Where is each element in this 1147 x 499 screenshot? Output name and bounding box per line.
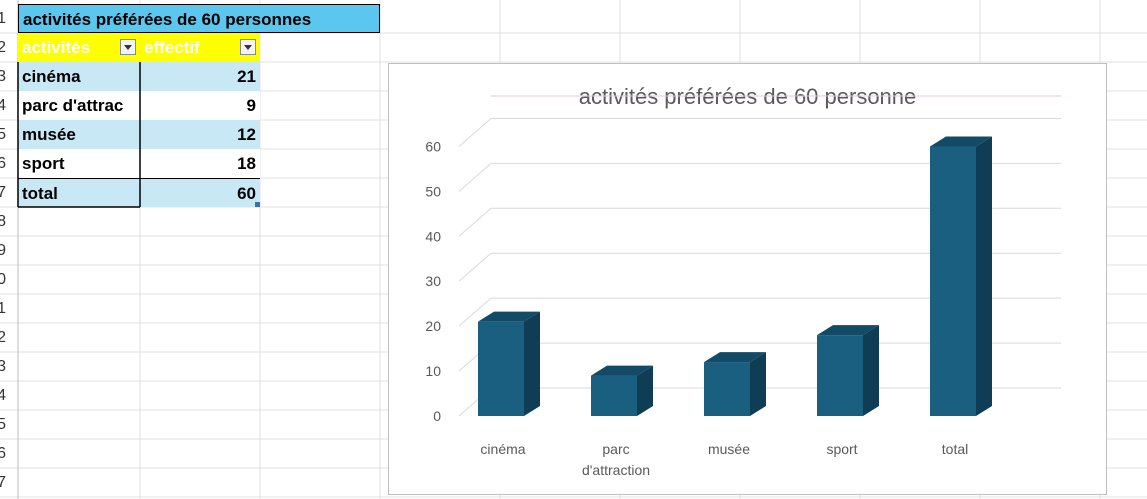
table-cell-count-total[interactable]: 60 <box>140 178 260 207</box>
y-tick-label: 40 <box>425 228 441 244</box>
table-cell-activity[interactable]: cinéma <box>18 62 140 91</box>
y-tick-label: 20 <box>425 318 441 334</box>
row-number-label: 12 <box>0 329 6 346</box>
bar[interactable] <box>704 362 750 416</box>
row-number[interactable]: 5 <box>0 120 18 149</box>
row-number[interactable]: 14 <box>0 381 18 410</box>
table-cell-activity[interactable]: sport <box>18 149 140 178</box>
y-tick-label: 0 <box>433 408 441 424</box>
row-number-label: 10 <box>0 271 6 288</box>
row-number-label: 5 <box>0 126 6 143</box>
y-tick-label: 10 <box>425 363 441 379</box>
row-number-label: 3 <box>0 68 6 85</box>
row-number[interactable]: 12 <box>0 323 18 352</box>
gridline <box>458 163 492 192</box>
bar-top <box>478 311 540 322</box>
bar-side <box>524 311 540 416</box>
filter-dropdown-icon[interactable] <box>240 39 256 55</box>
row-number-label: 2 <box>0 39 6 56</box>
bar-top <box>817 325 879 336</box>
row-number[interactable]: 2 <box>0 33 18 62</box>
x-tick-label: musée <box>708 441 750 457</box>
row-number-label: 4 <box>0 97 6 114</box>
row-number[interactable]: 8 <box>0 207 18 236</box>
y-tick-label: 50 <box>425 183 441 199</box>
table-cell-count[interactable]: 9 <box>140 91 260 120</box>
gridline <box>458 252 492 282</box>
row-number[interactable]: 13 <box>0 352 18 381</box>
row-number[interactable]: 7 <box>0 178 18 207</box>
x-tick-label: cinéma <box>480 441 525 457</box>
row-number[interactable]: 4 <box>0 91 18 120</box>
row-number[interactable]: 10 <box>0 265 18 294</box>
bar[interactable] <box>930 146 976 416</box>
row-number-label: 6 <box>0 155 6 172</box>
row-number-label: 15 <box>0 416 6 433</box>
x-tick-label: total <box>942 441 968 457</box>
row-number-label: 16 <box>0 445 6 462</box>
x-tick-label: parc d'attraction <box>582 441 650 478</box>
table-cell-count[interactable]: 18 <box>140 149 260 178</box>
bar-side <box>637 365 653 416</box>
row-number[interactable]: 9 <box>0 236 18 265</box>
row-number[interactable]: 15 <box>0 410 18 439</box>
row-number-label: 14 <box>0 387 6 404</box>
table-cell-activity[interactable]: musée <box>18 120 140 149</box>
bar-side <box>750 352 766 416</box>
table-cell-activity-total[interactable]: total <box>18 178 140 207</box>
gridline <box>458 118 492 147</box>
row-number[interactable]: 3 <box>0 62 18 91</box>
sheet-title-cell[interactable]: activités préférées de 60 personnes <box>18 4 380 33</box>
table-cell-count[interactable]: 12 <box>140 120 260 149</box>
bar-side <box>863 325 879 416</box>
row-number-label: 7 <box>0 184 6 201</box>
x-tick-label: sport <box>826 441 857 457</box>
bar-chart[interactable]: activités préférées de 60 personne 0 10 20… <box>388 63 1107 495</box>
row-number[interactable]: 16 <box>0 439 18 468</box>
row-number-label: 11 <box>0 300 6 317</box>
row-number-label: 17 <box>0 474 6 491</box>
filter-dropdown-icon[interactable] <box>120 39 136 55</box>
row-number-label: 1 <box>0 10 6 27</box>
header-activites-cell[interactable]: activités <box>18 33 140 62</box>
row-number-label: 13 <box>0 358 6 375</box>
header-effectif-cell[interactable]: effectif <box>140 33 260 62</box>
gridline <box>458 297 492 327</box>
chart-plot: 0 10 20 30 40 50 60 cinéma parc d'attraction musée… <box>425 95 1061 478</box>
row-number-label: 8 <box>0 213 6 230</box>
row-number[interactable]: 17 <box>0 468 18 497</box>
table-cell-activity[interactable]: parc d'attrac <box>18 91 140 120</box>
row-number[interactable]: 6 <box>0 149 18 178</box>
gridline <box>458 207 492 237</box>
bar-top <box>591 365 653 376</box>
bar[interactable] <box>591 375 637 416</box>
bar-top <box>704 352 766 363</box>
header-activites-label: activités <box>22 38 91 57</box>
table-cell-count[interactable]: 21 <box>140 62 260 91</box>
row-number[interactable]: 1 <box>0 4 18 33</box>
y-tick-label: 30 <box>425 273 441 289</box>
y-tick-label: 60 <box>425 138 441 154</box>
bar[interactable] <box>817 335 863 416</box>
row-number[interactable]: 11 <box>0 294 18 323</box>
bar[interactable] <box>478 321 524 416</box>
fill-handle-icon[interactable] <box>255 202 260 207</box>
row-number-label: 9 <box>0 242 6 259</box>
bar-top <box>930 136 992 147</box>
bar-side <box>976 136 992 416</box>
header-effectif-label: effectif <box>144 38 200 57</box>
